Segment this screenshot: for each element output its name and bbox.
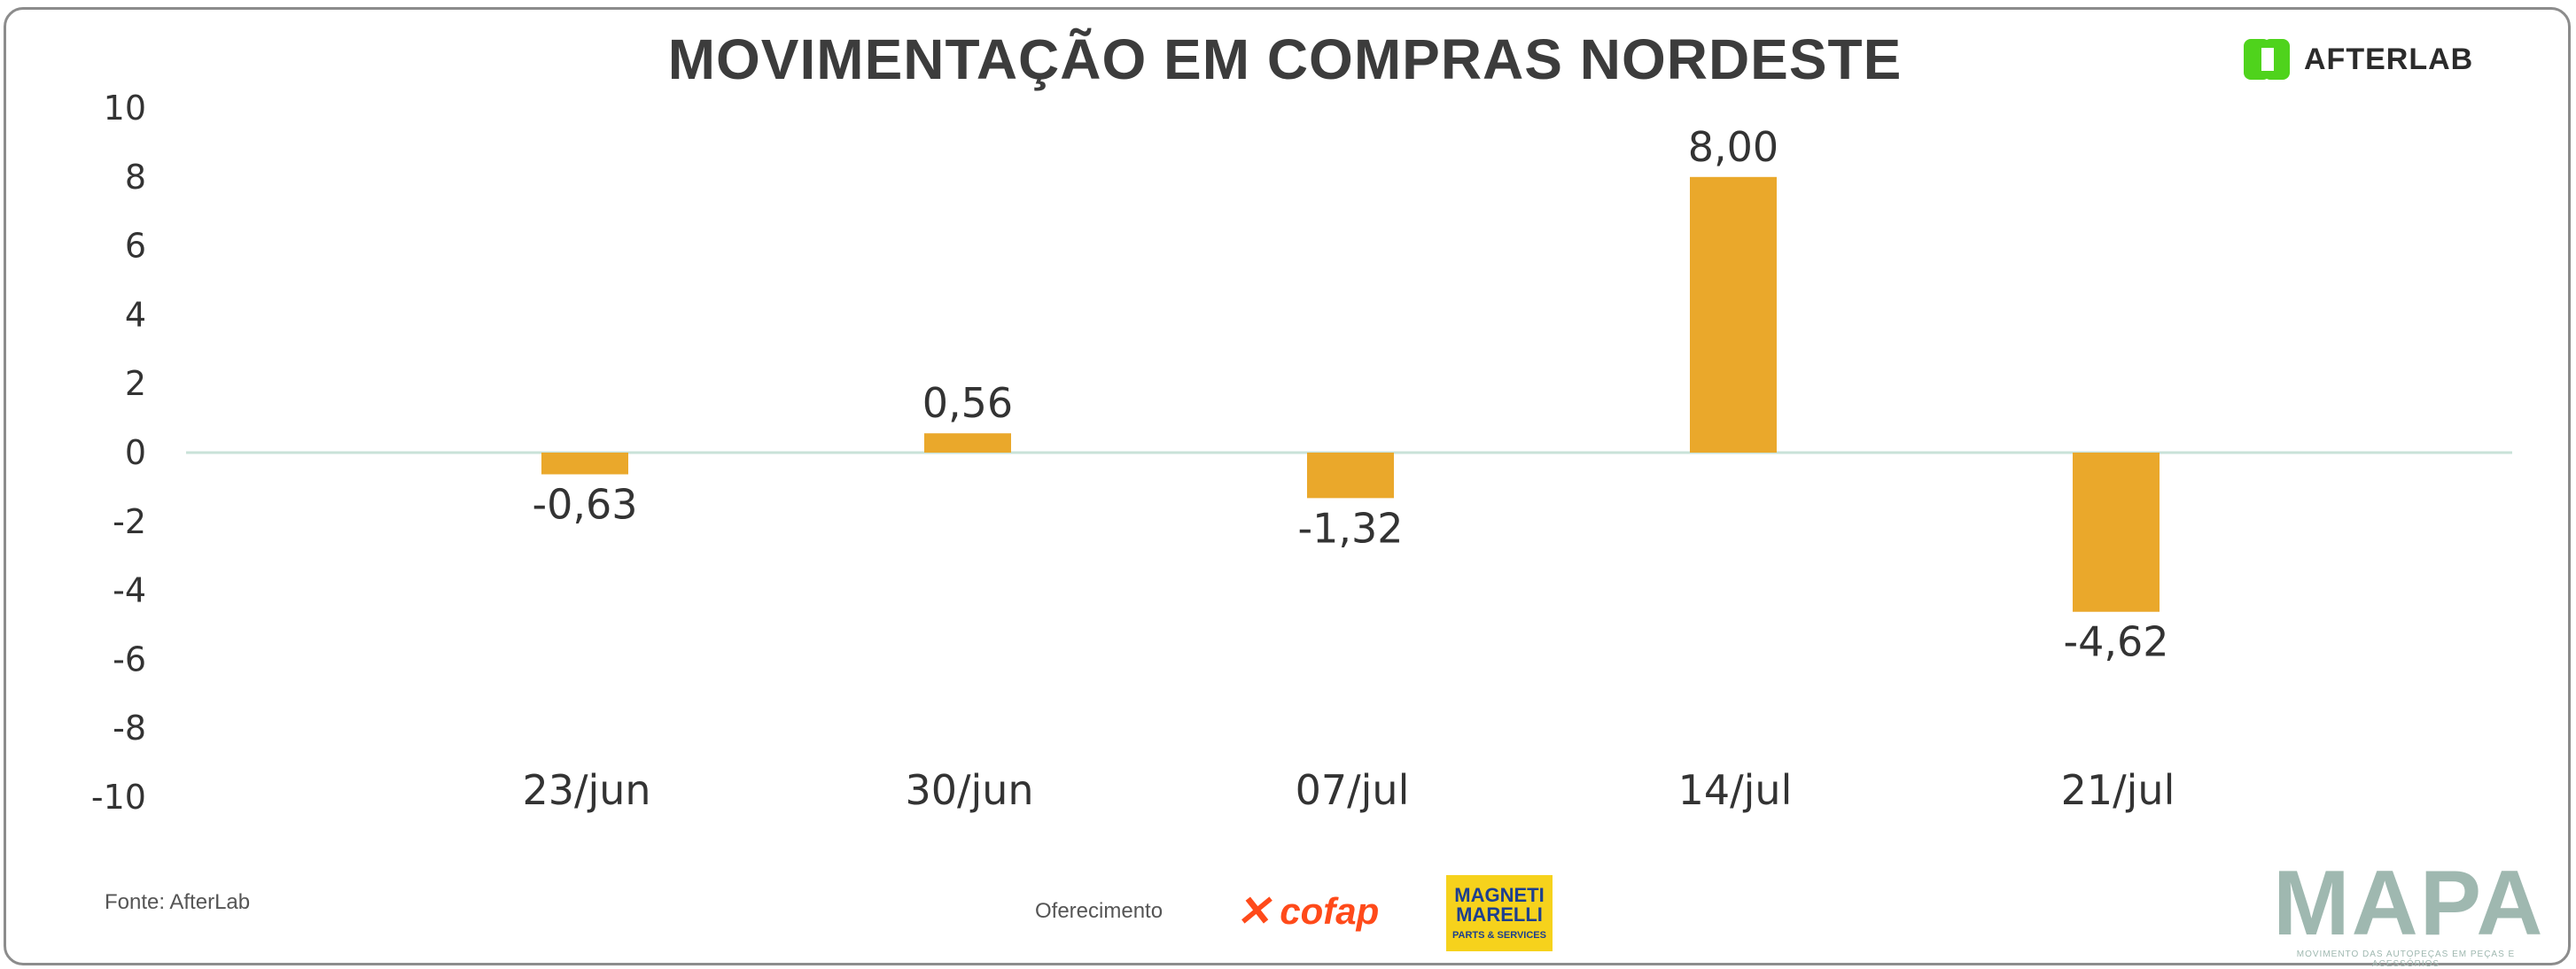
y-tick-label: 2 [125,364,146,403]
x-category-label: 21/jul [2061,766,2175,814]
y-tick-label: -2 [113,502,146,541]
magneti-marelli-logo-text: MAGNETI MARELLI [1454,884,1545,926]
source-note: Fonte: AfterLab [105,890,251,914]
x-category-label: 14/jul [1678,766,1793,814]
x-category-label: 30/jun [905,766,1033,814]
y-tick-label: 6 [125,227,146,266]
afterlab-logo-text: AFTERLAB [2304,43,2474,76]
bar [924,433,1011,453]
data-label: -1,32 [1297,504,1403,552]
x-category-label: 07/jul [1296,766,1410,814]
afterlab-logo: AFTERLAB [2242,35,2525,89]
y-tick-label: 8 [125,158,146,197]
x-category-label: 23/jun [522,766,650,814]
data-label: -0,63 [532,481,637,529]
magneti-marelli-subtitle: PARTS & SERVICES [1452,930,1546,941]
y-tick-label: 0 [125,433,146,472]
afterlab-logo-icon [2244,39,2290,80]
data-label: 8,00 [1688,123,1778,171]
chart-title: MOVIMENTAÇÃO EM COMPRAS NORDESTE [667,27,1903,91]
y-tick-label: -8 [113,709,146,748]
y-tick-label: -4 [113,571,146,610]
cofap-x-icon: ✕ [1234,888,1280,935]
bar [2073,453,2160,612]
mapa-logo: MAPA MOVIMENTO DAS AUTOPEÇAS EM PEÇAS E … [2273,852,2545,969]
data-label: 0,56 [922,379,1013,427]
bar [1690,176,1777,453]
bar [541,453,628,475]
cofap-logo: ✕ cofap [1234,888,1380,935]
mapa-logo-text: MAPA [2273,852,2545,955]
y-tick-label: 4 [125,295,146,334]
magneti-marelli-logo: MAGNETI MARELLI PARTS & SERVICES [1446,875,1553,951]
y-tick-label: -10 [91,778,146,817]
y-tick-label: 10 [104,89,146,128]
cofap-logo-text: cofap [1280,890,1380,932]
mapa-logo-subtitle: MOVIMENTO DAS AUTOPEÇAS EM PEÇAS E ACESS… [2296,950,2516,969]
sponsor-label: Oferecimento [1035,899,1163,923]
bar [1307,453,1394,499]
y-tick-label: -6 [113,640,146,678]
data-label: -4,62 [2063,618,2168,666]
